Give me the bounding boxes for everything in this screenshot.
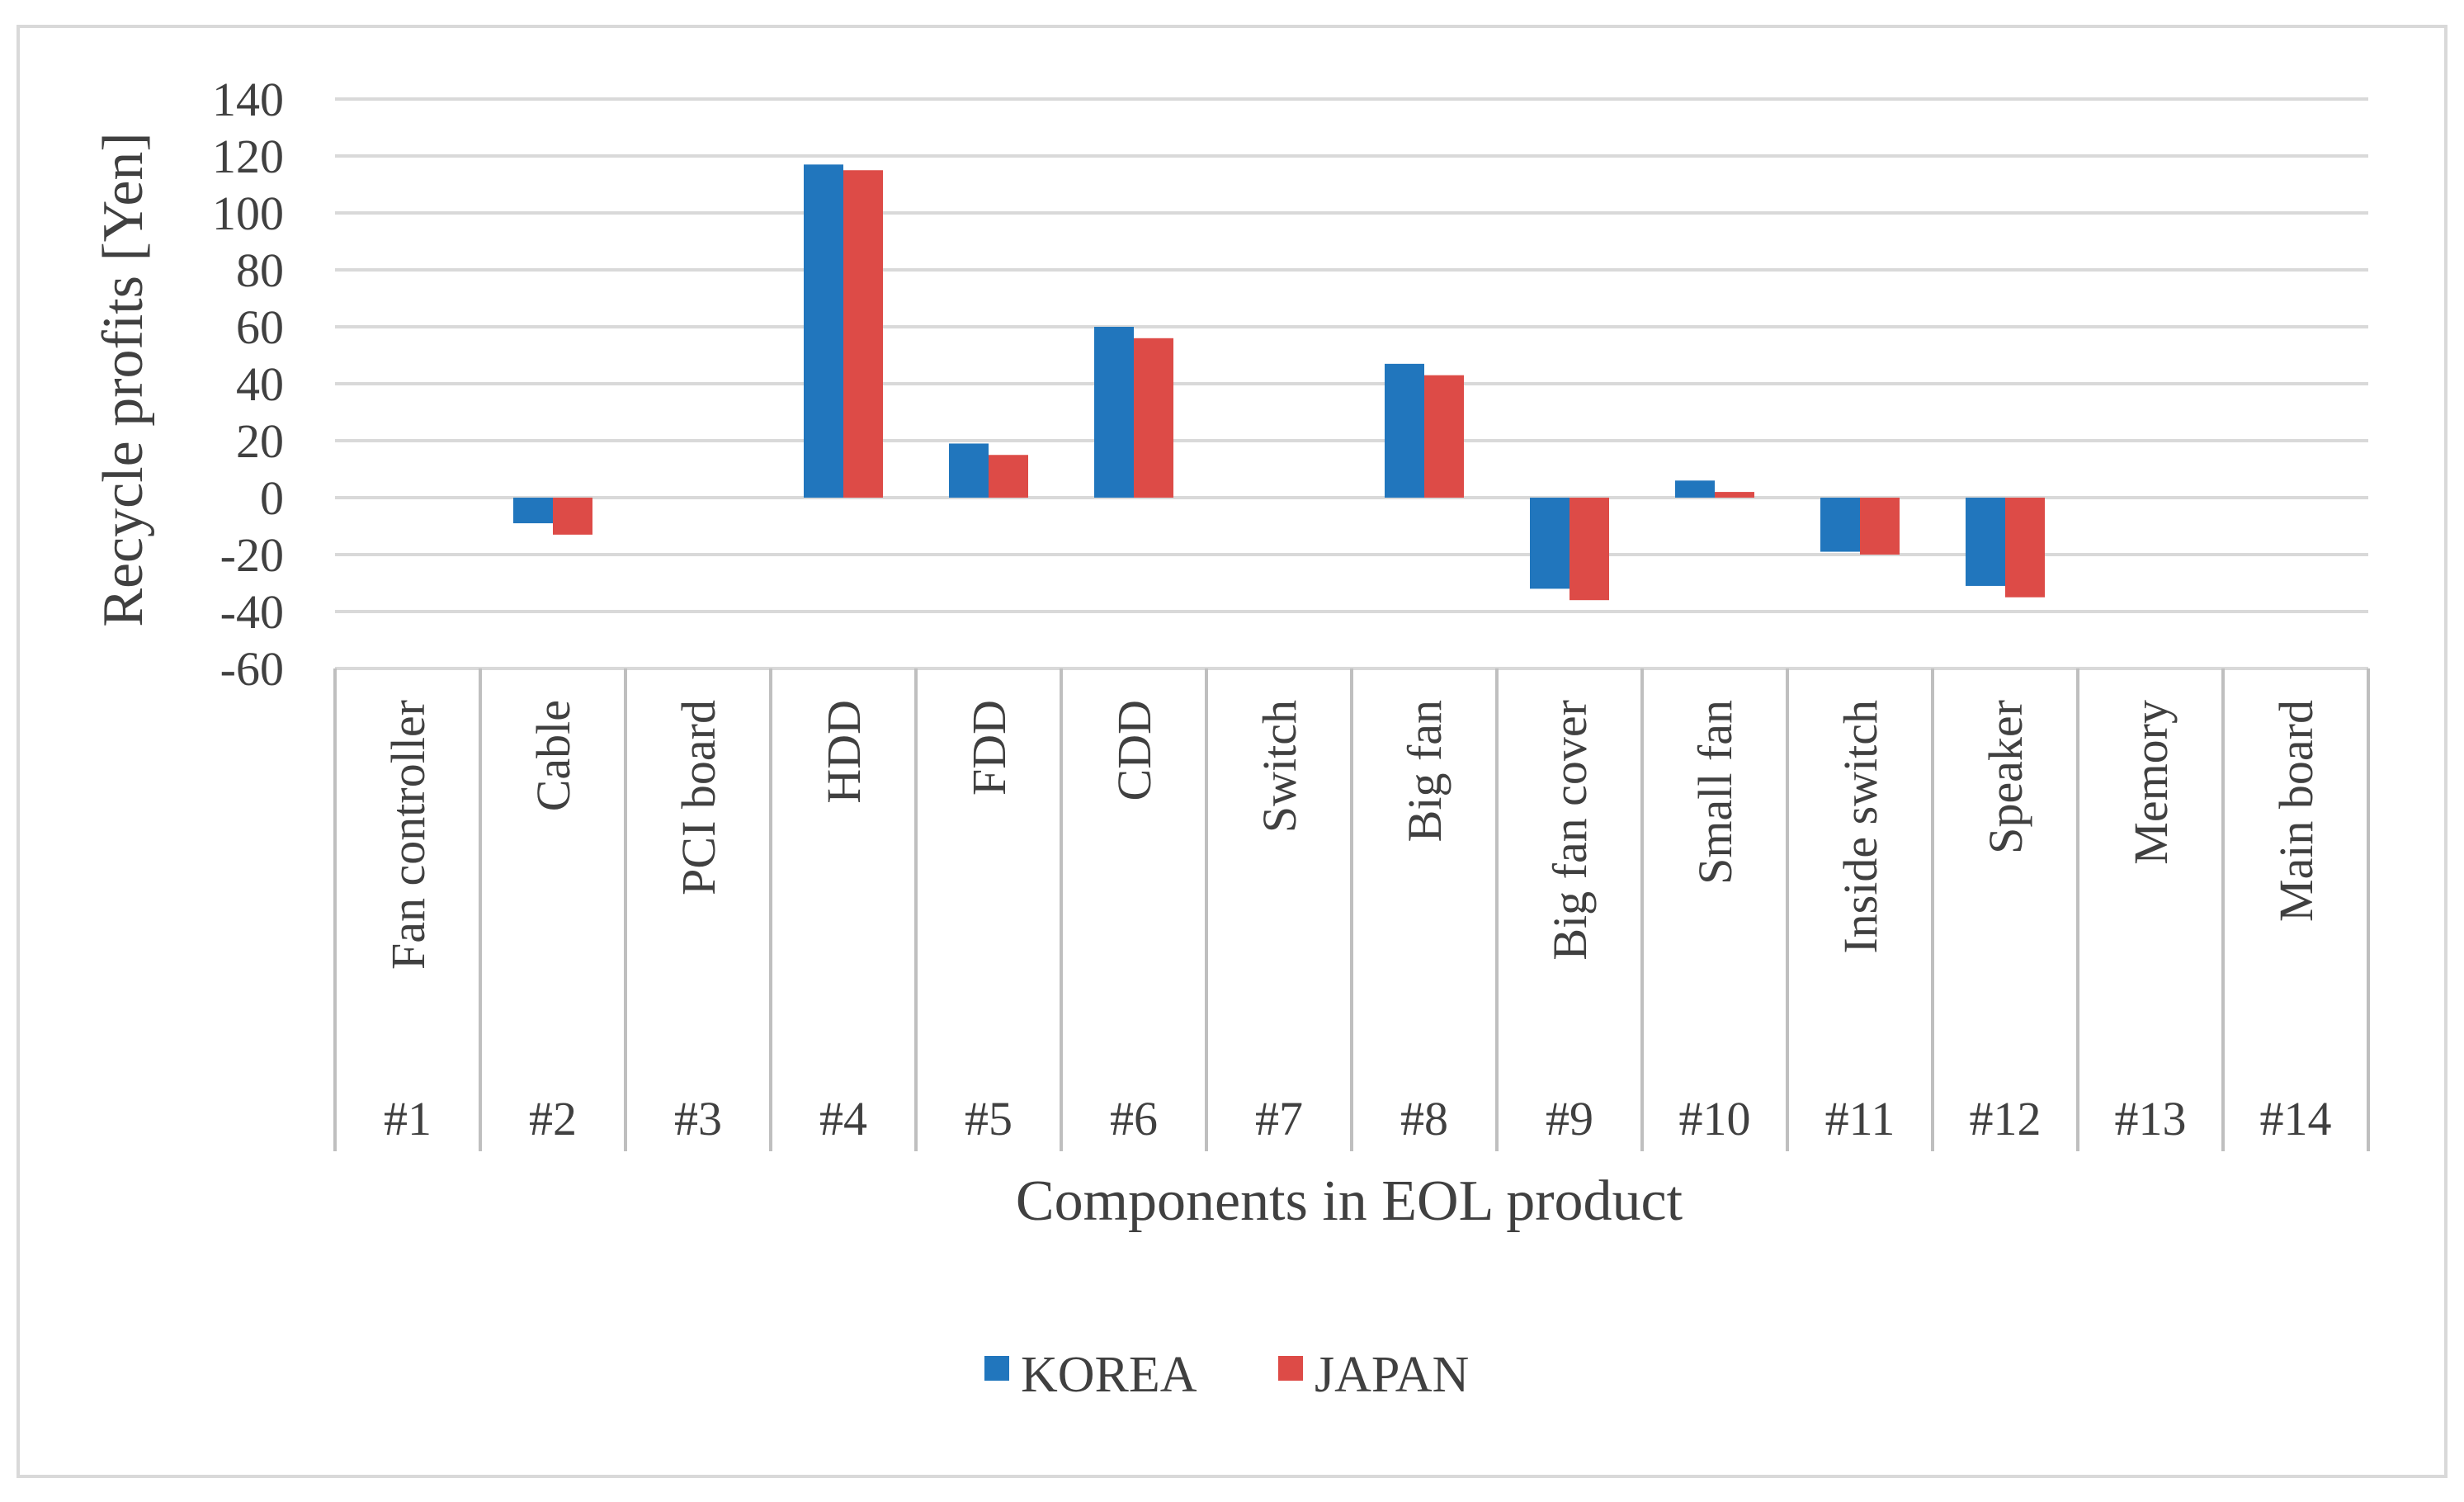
y-tick-label: 140 (212, 73, 284, 126)
x-category-id: #2 (529, 1092, 577, 1145)
x-category-name: Cable (526, 700, 580, 811)
x-category-name: Main board (2269, 700, 2323, 922)
x-category-name: Big fan cover (1543, 700, 1597, 961)
y-tick-label: 80 (236, 243, 284, 297)
legend-swatch-japan (1278, 1356, 1303, 1381)
legend-label-korea: KOREA (1021, 1347, 1197, 1403)
x-category-id: #8 (1400, 1092, 1448, 1145)
bar-korea (949, 443, 989, 498)
bar-layer (513, 164, 2045, 601)
x-category-id: #3 (674, 1092, 722, 1145)
bar-korea (1820, 498, 1860, 552)
y-tick-label: 100 (212, 187, 284, 240)
axis-layer (333, 668, 2370, 1151)
x-category-id: #9 (1546, 1092, 1593, 1145)
x-category-name: FDD (962, 700, 1016, 796)
x-category-name: Big fan (1398, 700, 1451, 842)
x-category-id: #4 (819, 1092, 867, 1145)
x-category-id: #6 (1110, 1092, 1158, 1145)
legend: KOREA JAPAN (984, 1347, 1469, 1403)
x-category-id: #14 (2260, 1092, 2332, 1145)
bar-japan (553, 498, 592, 535)
bar-japan (1860, 498, 1900, 555)
x-category-id: #5 (965, 1092, 1013, 1145)
bar-korea (1094, 327, 1134, 498)
bar-japan (1570, 498, 1609, 601)
chart-frame (17, 25, 2447, 1478)
x-category-name: CDD (1107, 700, 1161, 801)
x-category-name: Switch (1253, 700, 1306, 833)
legend-label-japan: JAPAN (1315, 1347, 1469, 1403)
x-category-name: Speaker (1979, 700, 2032, 854)
x-category-id: #1 (384, 1092, 432, 1145)
bar-korea (1385, 363, 1424, 498)
x-category-id: #12 (1970, 1092, 2042, 1145)
bar-korea (1530, 498, 1570, 589)
x-category-name: HDD (817, 700, 871, 804)
y-tick-label: -40 (220, 585, 284, 639)
bar-japan (2005, 498, 2045, 597)
bar-japan (1134, 338, 1173, 498)
x-category-id: #11 (1825, 1092, 1895, 1145)
y-tick-label: 0 (260, 471, 284, 525)
y-tick-label: 20 (236, 414, 284, 468)
y-axis-title: Recycle profits [Yen] (92, 132, 155, 626)
bar-korea (804, 164, 843, 498)
x-category-name: Fan controller (381, 700, 435, 970)
x-category-name: Inside switch (1834, 700, 1887, 954)
x-category-name: PCI board (672, 700, 725, 895)
x-category-name: Small fan (1688, 700, 1742, 885)
y-tick-label: -20 (220, 528, 284, 582)
bar-japan (843, 170, 883, 498)
grid-layer (335, 97, 2368, 670)
bar-korea (1966, 498, 2005, 586)
x-category-name: Memory (2124, 700, 2178, 865)
bar-japan (1424, 375, 1464, 498)
x-category-id: #13 (2115, 1092, 2187, 1145)
bar-japan (1715, 492, 1754, 498)
x-category-id: #7 (1255, 1092, 1303, 1145)
legend-swatch-korea (984, 1356, 1009, 1381)
y-tick-label: 60 (236, 300, 284, 354)
bar-korea (1675, 480, 1715, 498)
y-tick-label: 40 (236, 357, 284, 411)
x-category-id: #10 (1679, 1092, 1751, 1145)
bar-korea (513, 498, 553, 524)
x-axis-title: Components in EOL product (1016, 1169, 1683, 1233)
y-tick-label: -60 (220, 642, 284, 696)
y-tick-label: 120 (212, 130, 284, 183)
bar-japan (989, 455, 1028, 498)
